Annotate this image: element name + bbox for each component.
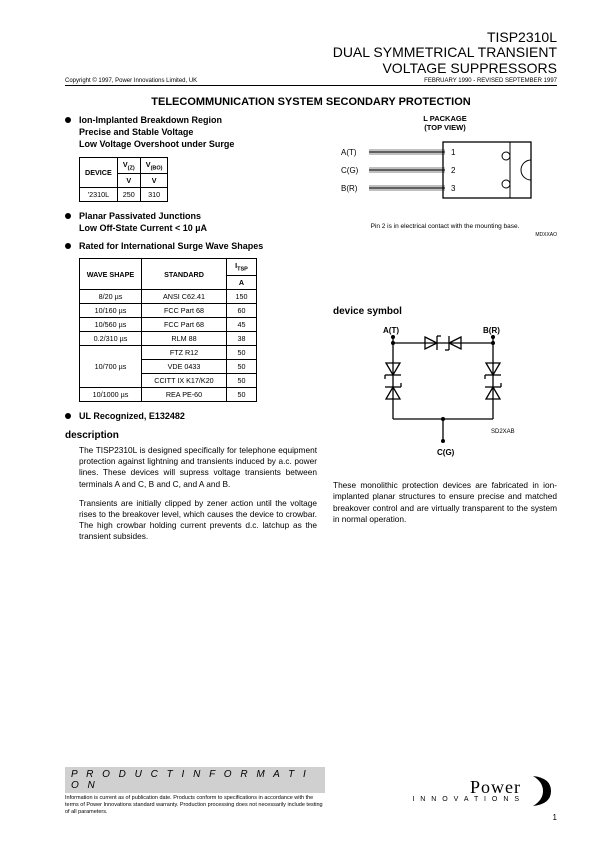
bullet-1-line-1: Ion-Implanted Breakdown Region: [79, 114, 234, 126]
title-line-3: VOLTAGE SUPPRESSORS: [65, 61, 557, 76]
bullet-4: UL Recognized, E132482: [65, 410, 317, 422]
bullet-1: Ion-Implanted Breakdown Region Precise a…: [65, 114, 317, 150]
copyright-text: Copyright © 1997, Power Innovations Limi…: [65, 78, 197, 84]
device-cell: '2310L: [80, 188, 118, 202]
vz-header: V(Z): [117, 157, 140, 173]
bullet-3: Rated for International Surge Wave Shape…: [65, 240, 317, 252]
page-number: 1: [553, 813, 557, 822]
description-p2: Transients are initially clipped by zene…: [79, 498, 317, 543]
pin-3-label: B(R): [341, 184, 358, 193]
bullet-1-line-3: Low Voltage Overshoot under Surge: [79, 138, 234, 150]
package-diagram: A(T) C(G) B(R) 1 2 3: [333, 136, 543, 214]
device-symbol-heading: device symbol: [333, 306, 557, 317]
table-row: CCITT IX K17/K2050: [80, 373, 257, 387]
bullet-2-line-2: Low Off-State Current < 10 µA: [79, 222, 207, 234]
header-divider-row: Copyright © 1997, Power Innovations Limi…: [65, 78, 557, 86]
table-row: WAVE SHAPE STANDARD ITSP: [80, 259, 257, 275]
footer-text: Information is current as of publication…: [65, 795, 325, 816]
table-row: '2310L 250 310: [80, 188, 168, 202]
title-line-2: DUAL SYMMETRICAL TRANSIENT: [65, 45, 557, 60]
package-title: L PACKAGE (TOP VIEW): [333, 114, 557, 132]
header-block: TISP2310L DUAL SYMMETRICAL TRANSIENT VOL…: [65, 30, 557, 76]
description-right-p: These monolithic protection devices are …: [333, 480, 557, 525]
description-heading: description: [65, 430, 317, 441]
bullet-2: Planar Passivated Junctions Low Off-Stat…: [65, 210, 317, 234]
device-table: DEVICE V(Z) V(BO) V V '2310L 250 310: [79, 157, 168, 202]
bullet-4-text: UL Recognized, E132482: [79, 410, 185, 422]
pin-note: Pin 2 is in electrical contact with the …: [333, 223, 557, 230]
pin-2-num: 2: [451, 166, 456, 175]
bullet-2-line-1: Planar Passivated Junctions: [79, 210, 207, 222]
bullet-icon: [65, 117, 71, 123]
device-header: DEVICE: [80, 157, 118, 187]
wave-table: WAVE SHAPE STANDARD ITSP A 8/20 µsANSI C…: [79, 258, 257, 401]
svg-text:A(T): A(T): [383, 326, 399, 335]
logo-icon: [527, 774, 557, 808]
logo-top: Power: [412, 779, 521, 795]
table-row: DEVICE V(Z) V(BO): [80, 157, 168, 173]
vbo-unit: V: [140, 174, 168, 188]
itsp-header: ITSP: [227, 259, 257, 275]
table-row: 10/1000 µsREA PE-6050: [80, 387, 257, 401]
svg-text:B(R): B(R): [483, 326, 500, 335]
logo: Power I N N O V A T I O N S: [412, 774, 557, 808]
package-title-l2: (TOP VIEW): [333, 123, 557, 132]
bullet-icon: [65, 413, 71, 419]
description-p1: The TISP2310L is designed specifically f…: [79, 445, 317, 490]
table-row: FTZ R1250: [80, 345, 257, 359]
section-title: TELECOMMUNICATION SYSTEM SECONDARY PROTE…: [65, 96, 557, 108]
part-number: TISP2310L: [65, 30, 557, 45]
table-row: 8/20 µsANSI C62.41150: [80, 289, 257, 303]
pin-3-num: 3: [451, 184, 456, 193]
wave-header: WAVE SHAPE: [80, 259, 142, 289]
vbo-cell: 310: [140, 188, 168, 202]
table-row: 10/160 µsFCC Part 6860: [80, 303, 257, 317]
bullet-icon: [65, 213, 71, 219]
pin-2-label: C(G): [341, 166, 359, 175]
package-title-l1: L PACKAGE: [333, 114, 557, 123]
table-row: 10/560 µsFCC Part 6845: [80, 317, 257, 331]
bullet-icon: [65, 243, 71, 249]
logo-bottom: I N N O V A T I O N S: [412, 796, 521, 803]
table-row: 10/700 µsVDE 043350: [80, 359, 257, 373]
footer: P R O D U C T I N F O R M A T I O N Info…: [65, 767, 557, 816]
table-row: 0.2/310 µsRLM 8838: [80, 331, 257, 345]
svg-text:C(G): C(G): [437, 448, 455, 457]
standard-header: STANDARD: [142, 259, 227, 289]
itsp-unit: A: [227, 275, 257, 289]
bullet-3-text: Rated for International Surge Wave Shape…: [79, 240, 263, 252]
vbo-header: V(BO): [140, 157, 168, 173]
vz-cell: 250: [117, 188, 140, 202]
product-info-bar: P R O D U C T I N F O R M A T I O N: [65, 767, 325, 793]
pin-1-num: 1: [451, 148, 456, 157]
svg-text:SD2XAB: SD2XAB: [491, 429, 515, 435]
pin-1-label: A(T): [341, 148, 357, 157]
date-text: FEBRUARY 1990 - REVISED SEPTEMBER 1997: [424, 78, 557, 84]
bullet-1-line-2: Precise and Stable Voltage: [79, 126, 234, 138]
vz-unit: V: [117, 174, 140, 188]
device-symbol-diagram: A(T) B(R) C(G) SD2XAB: [353, 321, 553, 461]
